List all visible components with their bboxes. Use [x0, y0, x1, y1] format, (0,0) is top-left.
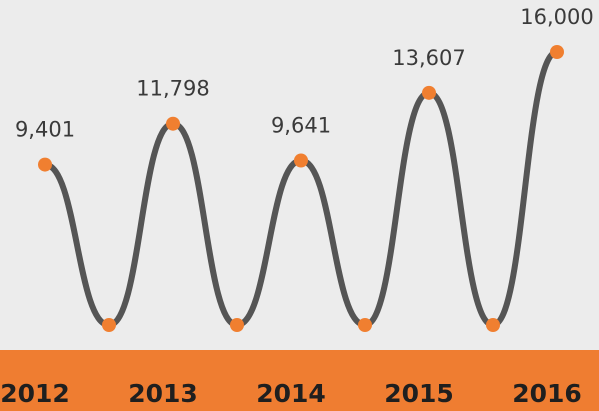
value-label: 9,641: [271, 114, 331, 138]
point: [102, 318, 116, 332]
value-label: 11,798: [136, 77, 209, 101]
value-label: 9,401: [15, 118, 75, 142]
x-tick-label: 2013: [128, 379, 198, 408]
category-band: [0, 350, 599, 411]
point: [294, 153, 308, 168]
point: [38, 157, 52, 172]
point: [166, 116, 180, 131]
point: [550, 45, 564, 59]
point: [358, 318, 372, 332]
x-tick-label: 2012: [0, 379, 70, 408]
x-tick-label: 2016: [512, 379, 582, 408]
point: [486, 318, 500, 332]
x-tick-label: 2015: [384, 379, 454, 408]
line: [42, 49, 560, 329]
point: [422, 85, 436, 100]
x-tick-label: 2014: [256, 379, 326, 408]
point: [230, 318, 244, 332]
value-label: 13,607: [392, 46, 465, 70]
value-label: 16,000: [520, 5, 593, 29]
